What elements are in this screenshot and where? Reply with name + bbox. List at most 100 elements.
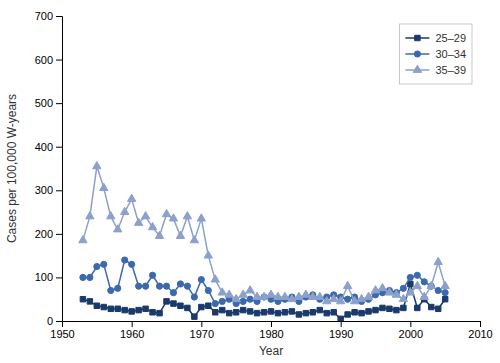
point — [434, 257, 442, 264]
point — [282, 310, 287, 315]
legend-item: 35–39 — [405, 64, 466, 76]
point — [239, 290, 247, 297]
point — [310, 310, 315, 315]
legend-swatch-marker — [415, 35, 420, 40]
y-tick-mark — [56, 147, 62, 148]
point — [400, 285, 406, 291]
point — [281, 292, 289, 299]
y-axis-title: Cases per 100,000 W-years — [5, 94, 19, 243]
point — [378, 284, 386, 291]
y-tick-label: 500 — [35, 97, 53, 109]
point — [219, 307, 224, 312]
point — [101, 304, 106, 309]
point — [352, 310, 357, 315]
point — [128, 194, 136, 201]
point — [157, 310, 162, 315]
point — [408, 281, 413, 286]
point — [192, 314, 197, 319]
series — [80, 281, 448, 321]
x-tick-mark — [132, 321, 133, 327]
point — [80, 274, 86, 280]
plot-area: 1950196019701980199020002010010020030040… — [35, 10, 493, 340]
y-tick-mark — [56, 16, 62, 17]
legend-label: 35–39 — [435, 64, 466, 76]
series-line — [83, 166, 445, 301]
point — [170, 290, 176, 296]
x-axis: 1950196019701980199020002010 — [50, 321, 492, 340]
point — [129, 261, 135, 267]
point — [141, 212, 149, 219]
point — [218, 288, 226, 295]
point — [415, 305, 420, 310]
point — [233, 310, 238, 315]
x-tick-mark — [271, 321, 272, 327]
point — [289, 309, 294, 314]
legend-item: 30–34 — [405, 48, 466, 60]
point — [79, 236, 87, 243]
point — [240, 298, 246, 304]
x-tick-label: 2000 — [399, 328, 423, 340]
point — [108, 306, 113, 311]
x-tick: 1990 — [329, 321, 353, 340]
y-tick: 600 — [35, 54, 62, 66]
point — [115, 285, 121, 291]
point — [247, 296, 253, 302]
point — [357, 294, 365, 301]
point — [324, 310, 329, 315]
point — [136, 283, 142, 289]
y-tick-mark — [56, 103, 62, 104]
point — [204, 251, 212, 258]
legend-item: 25–29 — [405, 32, 466, 44]
point — [94, 263, 100, 269]
point — [247, 309, 252, 314]
point — [87, 274, 93, 280]
y-axis: 0100200300400500600700 — [35, 10, 63, 327]
x-tick: 2010 — [468, 321, 492, 340]
point — [114, 225, 122, 232]
point — [427, 281, 435, 288]
x-tick-mark — [201, 321, 202, 327]
y-tick: 700 — [35, 10, 62, 22]
point — [380, 305, 385, 310]
point — [169, 214, 177, 221]
point — [345, 296, 351, 302]
x-tick-mark — [341, 321, 342, 327]
point — [275, 310, 280, 315]
legend-label: 25–29 — [435, 32, 466, 44]
point — [115, 306, 120, 311]
point — [184, 283, 190, 289]
point — [122, 307, 127, 312]
point — [87, 299, 92, 304]
chart: 1950196019701980199020002010010020030040… — [0, 0, 500, 363]
y-tick-mark — [56, 234, 62, 235]
point — [261, 310, 266, 315]
point — [345, 312, 350, 317]
point — [107, 212, 115, 219]
point — [331, 310, 336, 315]
point — [162, 209, 170, 216]
y-tick: 0 — [47, 315, 62, 327]
point — [302, 290, 310, 297]
point — [212, 300, 218, 306]
point — [150, 310, 155, 315]
y-tick: 200 — [35, 228, 62, 240]
marks — [79, 162, 450, 321]
point — [155, 231, 163, 238]
x-tick-label: 1980 — [259, 328, 283, 340]
point — [185, 305, 190, 310]
point — [337, 297, 345, 304]
x-axis-title: Year — [259, 344, 283, 358]
point — [183, 212, 191, 219]
point — [414, 272, 420, 278]
point — [323, 297, 331, 304]
point — [246, 286, 254, 293]
legend: 25–29 30–34 35–39 — [399, 24, 472, 84]
point — [268, 309, 273, 314]
x-tick-mark — [410, 321, 411, 327]
y-tick-mark — [56, 321, 62, 322]
point — [385, 288, 393, 295]
point — [359, 310, 364, 315]
point — [316, 292, 324, 299]
point — [80, 296, 85, 301]
point — [163, 283, 169, 289]
